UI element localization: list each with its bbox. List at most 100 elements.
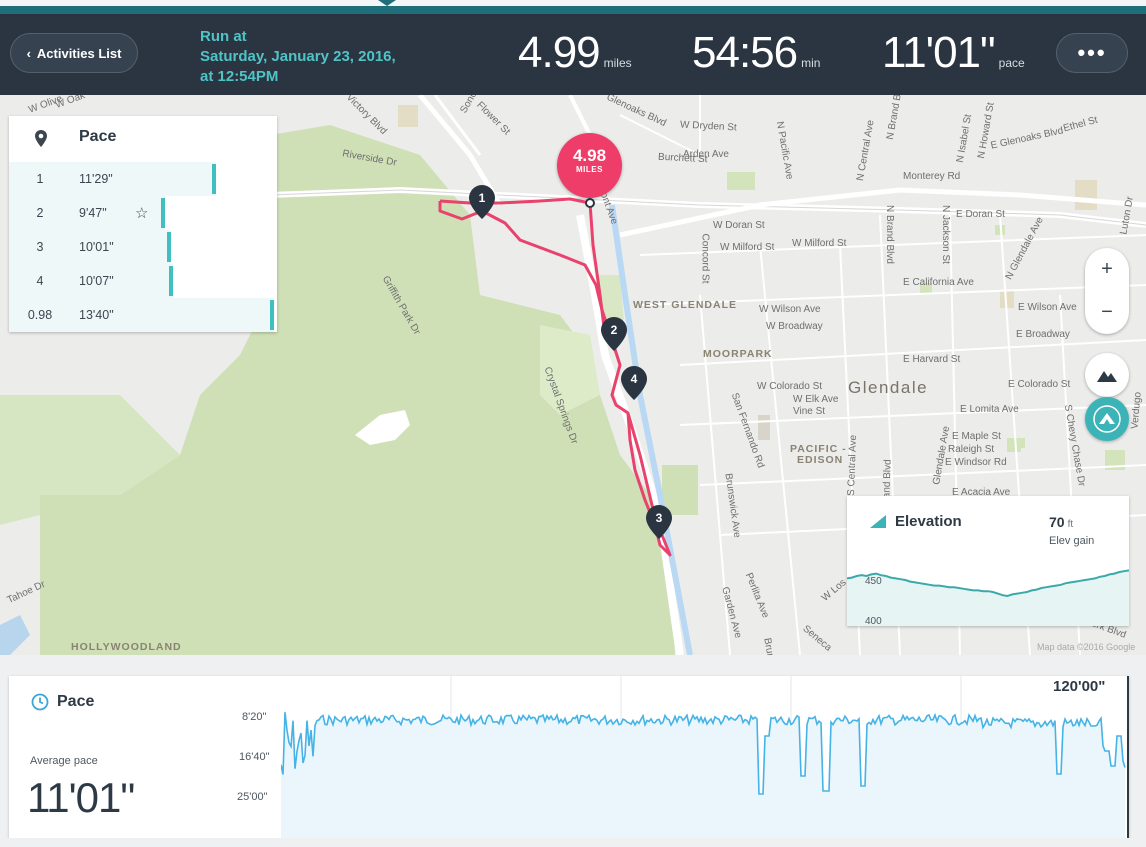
map-label: E Wilson Ave <box>1018 302 1077 313</box>
map-district: PACIFIC - <box>790 443 847 455</box>
map-marker-4[interactable]: 4 <box>621 366 647 405</box>
map-label: S Central Ave <box>845 434 860 497</box>
pace-split-marker <box>212 164 216 194</box>
run-title-line-2: Saturday, January 23, 2016, <box>200 48 396 65</box>
svg-text:4: 4 <box>631 372 638 386</box>
distance-badge: 4.98 MILES <box>557 133 622 198</box>
more-options-button[interactable]: ••• <box>1056 33 1128 73</box>
terrain-toggle-button[interactable] <box>1085 353 1129 397</box>
run-title-line-1: Run at <box>200 28 247 45</box>
map-marker-2[interactable]: 2 <box>601 317 627 356</box>
average-pace-label: Average pace <box>30 755 98 767</box>
pace-split-value: 11'29" <box>79 172 113 186</box>
map-label: E Broadway <box>1016 329 1070 340</box>
distance-unit: miles <box>603 56 632 70</box>
map-label: W Doran St <box>713 220 765 231</box>
pace-split-bar <box>9 196 165 230</box>
distance-badge-unit: MILES <box>576 165 603 174</box>
map-label: E Maple St <box>952 431 1001 442</box>
pace-stat: 11'01" pace <box>882 28 1025 78</box>
elevation-panel: Elevation 70 ft Elev gain 450 400 <box>847 496 1129 626</box>
zoom-control: + − <box>1085 248 1129 334</box>
pace-split-row[interactable]: 0.98 13'40" <box>9 298 277 332</box>
map-label: E Windsor Rd <box>945 457 1007 468</box>
map-label: W Wilson Ave <box>759 304 821 315</box>
pace-split-row[interactable]: 4 10'07" <box>9 264 277 298</box>
map-label: E California Ave <box>903 277 974 288</box>
map-label: Vine St <box>793 406 826 417</box>
pace-y-tick: 16'40" <box>239 751 270 763</box>
pace-split-lap: 2 <box>36 206 44 220</box>
elevation-gain-value: 70 <box>1049 514 1065 530</box>
map-label: N Jackson St <box>939 205 951 264</box>
map-marker-3[interactable]: 3 <box>646 505 672 544</box>
map-district: EDISON <box>797 454 844 466</box>
pace-split-marker <box>167 232 171 262</box>
map-label: Raleigh St <box>948 444 995 455</box>
pace-split-value: 10'01" <box>79 240 114 254</box>
elevation-chart: 450 400 <box>847 569 1129 626</box>
pace-split-row[interactable]: 2 9'47" ☆ <box>9 196 277 230</box>
elevation-gain-unit: ft <box>1067 519 1074 530</box>
map-city-label: Glendale <box>848 378 929 397</box>
map-label: E Lomita Ave <box>960 404 1019 415</box>
chevron-left-icon: ‹ <box>26 45 31 61</box>
zoom-in-button[interactable]: + <box>1101 258 1113 280</box>
location-pin-icon <box>35 130 47 147</box>
distance-stat: 4.99 miles <box>518 28 632 78</box>
best-split-star-icon: ☆ <box>135 205 149 222</box>
map-label: E Doran St <box>956 209 1005 220</box>
elevation-title: Elevation <box>895 513 962 530</box>
pace-split-bar <box>9 298 274 332</box>
map-district: WEST GLENDALE <box>633 299 737 311</box>
pace-chart-panel: Pace Average pace 11'01" 8'20" 16'40" 25… <box>9 676 1129 838</box>
pace-split-lap: 4 <box>36 274 44 288</box>
elevation-gain-label: Elev gain <box>1049 535 1095 547</box>
more-dots-icon: ••• <box>1077 40 1107 65</box>
mountain-icon <box>1097 371 1117 382</box>
map-label: Arden Ave <box>683 149 729 160</box>
map-label: E Colorado St <box>1008 379 1071 390</box>
pace-splits-panel: Pace 1 11'29" 2 9'47" ☆ 3 10'01" 4 10'07" 0.98 13'… <box>9 116 277 332</box>
zoom-out-button[interactable]: − <box>1101 301 1113 323</box>
distance-badge-value: 4.98 <box>572 146 607 165</box>
pace-split-row[interactable]: 3 10'01" <box>9 230 277 264</box>
pace-split-bar <box>9 264 173 298</box>
map-marker-1[interactable]: 1 <box>469 185 495 224</box>
pace-chart[interactable] <box>281 676 1129 838</box>
map-label: N Brand Blvd <box>883 205 895 264</box>
map-district: HOLLYWOODLAND <box>71 641 182 653</box>
map-label: W Milford St <box>792 238 847 249</box>
pace-split-marker <box>270 300 274 330</box>
pace-panel-title: Pace <box>79 128 117 145</box>
pace-value: 11'01" <box>882 28 996 77</box>
map-label: E Harvard St <box>903 354 961 365</box>
terrain-view-icon <box>1093 405 1121 433</box>
clock-icon <box>31 693 49 711</box>
map-style-button[interactable] <box>1085 397 1129 441</box>
duration-stat: 54:56 min <box>692 28 820 78</box>
top-progress-strip <box>0 0 1146 14</box>
pace-area <box>281 712 1125 838</box>
average-pace-value: 11'01" <box>27 774 135 821</box>
pace-unit: pace <box>998 56 1025 70</box>
pace-chart-title: Pace <box>57 693 95 710</box>
bottom-bar <box>0 838 1146 847</box>
activities-list-label: Activities List <box>36 45 122 61</box>
pace-split-row[interactable]: 1 11'29" <box>9 162 277 196</box>
pace-split-bar <box>9 162 216 196</box>
svg-text:2: 2 <box>611 323 618 337</box>
run-title-line-3: at 12:54PM <box>200 68 279 85</box>
map-district: MOORPARK <box>703 348 773 360</box>
run-title: Run at Saturday, January 23, 2016, at 12… <box>200 27 396 87</box>
svg-text:1: 1 <box>479 191 486 205</box>
pace-split-marker <box>169 266 173 296</box>
distance-value: 4.99 <box>518 28 601 77</box>
elevation-y-tick: 400 <box>865 616 882 626</box>
activities-list-button[interactable]: ‹ Activities List <box>10 33 138 73</box>
pace-split-lap: 3 <box>36 240 44 254</box>
map-label: E Acacia Ave <box>952 487 1011 498</box>
map-label: W Elk Ave <box>793 394 839 405</box>
map-attribution: Map data ©2016 Google <box>1037 642 1136 652</box>
pace-split-value: 13'40" <box>79 308 114 322</box>
